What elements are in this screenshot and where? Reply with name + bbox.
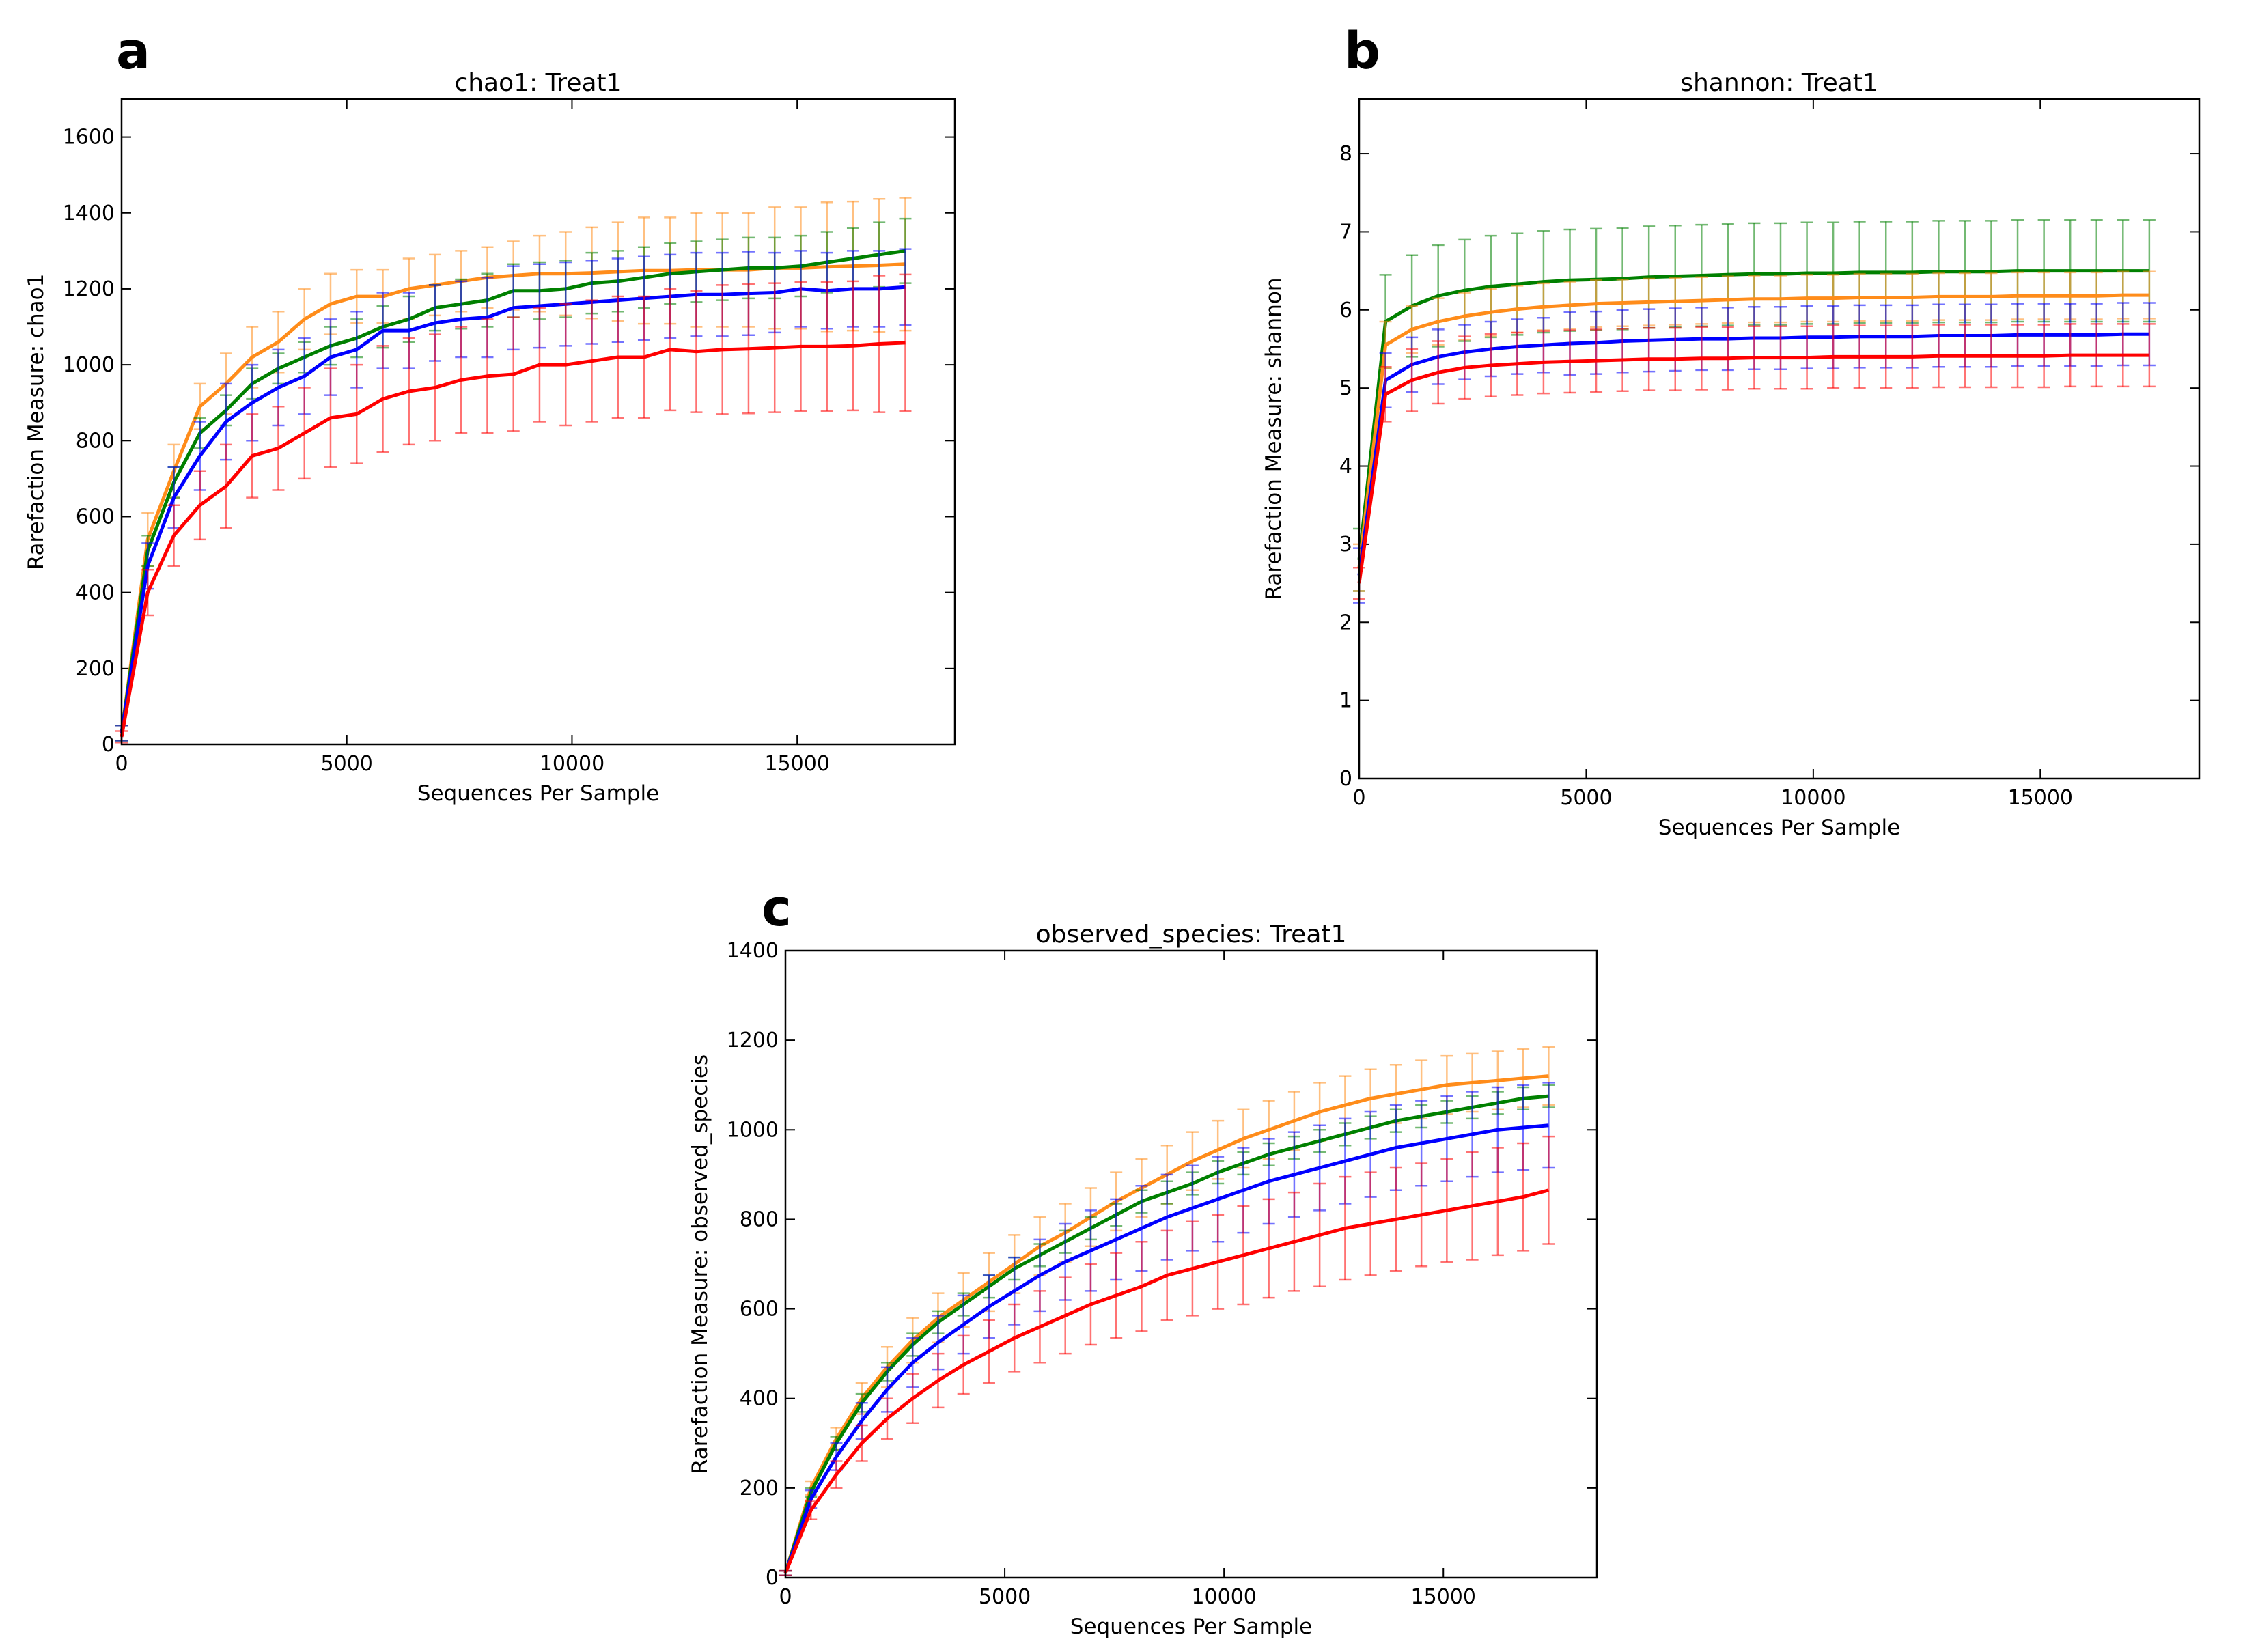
x-tick-label: 0 bbox=[115, 752, 128, 776]
y-tick-label: 800 bbox=[740, 1207, 779, 1231]
y-tick-label: 400 bbox=[76, 581, 115, 605]
panel-c: c observed_species: Treat1 Sequences Per… bbox=[688, 879, 1598, 1639]
y-tick-label: 1400 bbox=[727, 939, 779, 963]
y-tick-label: 1200 bbox=[63, 277, 115, 301]
y-tick-label: 7 bbox=[1339, 220, 1352, 244]
plot-frame-c bbox=[784, 949, 1598, 1579]
series-line-red bbox=[1357, 353, 2149, 584]
x-tick-label: 5000 bbox=[321, 752, 373, 776]
panel-b: b shannon: Treat1 Sequences Per Sample R… bbox=[1262, 22, 2201, 840]
y-tick-label: 1600 bbox=[63, 126, 115, 150]
x-tick-label: 0 bbox=[779, 1585, 792, 1609]
x-tick-label: 10000 bbox=[1781, 786, 1845, 810]
x-tick-label: 10000 bbox=[540, 752, 604, 776]
y-tick-label: 5 bbox=[1339, 376, 1352, 400]
y-tick-label: 0 bbox=[766, 1566, 779, 1590]
y-tick-label: 1400 bbox=[63, 201, 115, 225]
x-tick-label: 5000 bbox=[979, 1585, 1031, 1609]
panel-label-c: c bbox=[762, 879, 792, 938]
y-tick-label: 8 bbox=[1339, 142, 1352, 166]
x-tick-label: 10000 bbox=[1191, 1585, 1256, 1609]
panel-label-a: a bbox=[116, 22, 150, 81]
series-a bbox=[115, 197, 912, 744]
plot-title-b: shannon: Treat1 bbox=[1680, 69, 1878, 97]
series-b bbox=[1353, 219, 2156, 604]
y-tick-label: 800 bbox=[76, 429, 115, 453]
plot-frame-a bbox=[120, 98, 956, 746]
x-axis-label-c: Sequences Per Sample bbox=[1070, 1614, 1312, 1639]
x-tick-label: 15000 bbox=[2008, 786, 2073, 810]
y-tick-label: 3 bbox=[1339, 533, 1352, 557]
series-red bbox=[115, 273, 912, 744]
y-tick-label: 0 bbox=[102, 733, 115, 757]
y-tick-label: 400 bbox=[740, 1387, 779, 1411]
y-tick-label: 4 bbox=[1339, 455, 1352, 479]
series-line-red bbox=[120, 341, 906, 738]
y-axis-label-b: Rarefaction Measure: shannon bbox=[1262, 278, 1286, 600]
x-tick-label: 15000 bbox=[764, 752, 829, 776]
panel-label-b: b bbox=[1344, 22, 1380, 81]
panel-a: a chao1: Treat1 Sequences Per Sample Rar… bbox=[24, 22, 956, 806]
y-tick-label: 1000 bbox=[63, 353, 115, 377]
x-axis-label-a: Sequences Per Sample bbox=[417, 781, 659, 806]
y-tick-label: 1200 bbox=[727, 1028, 779, 1052]
plot-frame-b bbox=[1358, 98, 2201, 780]
series-c bbox=[779, 1046, 1555, 1576]
series-line-red bbox=[783, 1188, 1550, 1574]
y-tick-label: 2 bbox=[1339, 611, 1352, 634]
y-tick-label: 6 bbox=[1339, 298, 1352, 322]
series-line-orange bbox=[1357, 293, 2149, 568]
x-axis-label-b: Sequences Per Sample bbox=[1658, 815, 1900, 840]
series-line-green bbox=[1357, 269, 2149, 561]
x-tick-label: 0 bbox=[1352, 786, 1365, 810]
plot-title-a: chao1: Treat1 bbox=[454, 69, 622, 97]
y-tick-label: 1 bbox=[1339, 689, 1352, 713]
y-tick-label: 0 bbox=[1339, 767, 1352, 791]
y-tick-label: 200 bbox=[76, 657, 115, 681]
ticks-c: 0 5000 10000 15000 0 200 400 600 800 1000 1200 1400 bbox=[727, 939, 1597, 1609]
series-line-blue bbox=[783, 1123, 1549, 1574]
ticks-a: 0 5000 10000 15000 0 200 400 600 800 1000 1200 1400… bbox=[63, 99, 955, 776]
y-axis-label-c: Rarefaction Measure: observed_species bbox=[688, 1054, 712, 1474]
series-red bbox=[779, 1135, 1555, 1576]
y-tick-label: 600 bbox=[740, 1298, 779, 1321]
y-axis-label-a: Rarefaction Measure: chao1 bbox=[24, 274, 48, 570]
y-tick-label: 1000 bbox=[727, 1118, 779, 1142]
plot-title-c: observed_species: Treat1 bbox=[1036, 921, 1347, 949]
x-tick-label: 15000 bbox=[1411, 1585, 1476, 1609]
y-tick-label: 200 bbox=[740, 1476, 779, 1500]
y-tick-label: 600 bbox=[76, 505, 115, 529]
x-tick-label: 5000 bbox=[1560, 786, 1612, 810]
